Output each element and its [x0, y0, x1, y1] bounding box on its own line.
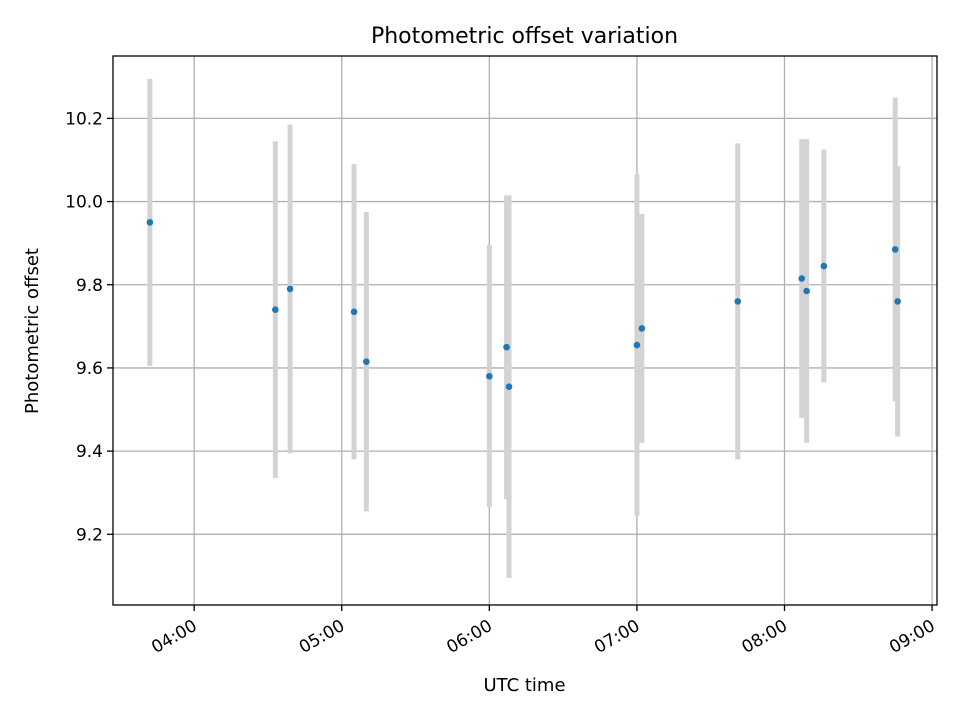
y-axis-ticks: 9.2 9.4 9.6 9.8 10.0 10.2: [65, 109, 113, 545]
x-axis-label: UTC time: [483, 675, 565, 696]
data-point: [146, 219, 154, 226]
data-point: [803, 287, 810, 295]
data-point: [503, 343, 510, 351]
data-point: [486, 372, 493, 380]
data-point: [350, 308, 358, 316]
data-point: [363, 358, 370, 365]
data-point: [286, 285, 294, 293]
y-tick-label: 10.2: [65, 109, 103, 129]
data-point: [734, 298, 742, 305]
y-tick-label: 9.8: [76, 276, 103, 296]
data-point: [638, 325, 646, 332]
y-tick-label: 9.4: [76, 442, 103, 462]
data-point: [272, 306, 279, 314]
data-point: [505, 383, 513, 390]
data-point: [798, 275, 806, 282]
axes-frame: [112, 55, 938, 606]
data-point: [633, 341, 641, 349]
data-point: [894, 298, 901, 305]
data-point: [820, 262, 828, 270]
y-tick-label: 10.0: [65, 193, 103, 213]
data-point: [891, 246, 899, 253]
y-tick-label: 9.2: [76, 525, 103, 545]
y-axis-label: Photometric offset: [22, 248, 43, 414]
chart-title: Photometric offset variation: [371, 24, 678, 49]
plot-area: [113, 56, 937, 605]
point-layer: [146, 219, 901, 390]
y-tick-label: 9.6: [76, 359, 103, 379]
